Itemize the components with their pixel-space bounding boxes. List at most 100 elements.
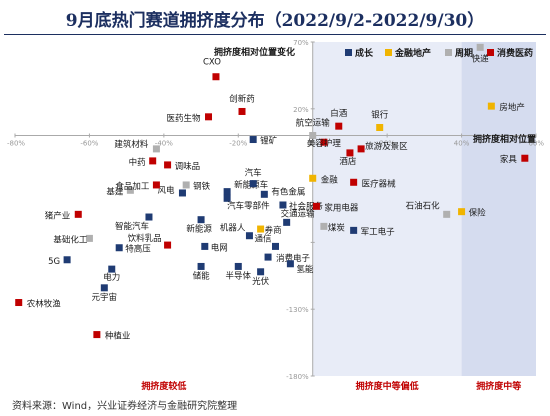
point-label: 医疗器械	[362, 178, 397, 189]
zone-mid-background	[461, 42, 536, 376]
point-新能源车	[223, 188, 231, 196]
point-饮料乳品	[164, 241, 172, 249]
point-label: 社会服务	[289, 201, 324, 212]
point-label: 消费电子	[276, 253, 311, 264]
point-锂矿	[249, 136, 257, 144]
point-元宇宙	[100, 284, 108, 292]
point-猪产业	[74, 210, 82, 218]
legend-swatch	[445, 49, 452, 56]
point-label: 猪产业	[45, 210, 71, 221]
point-label: 银行	[371, 110, 389, 121]
point-label: 钢铁	[193, 181, 211, 192]
x-axis-title: 拥挤度相对位置	[473, 133, 536, 145]
point-机器人	[245, 232, 253, 240]
point-label: 券商	[265, 225, 282, 236]
point-label: 调味品	[175, 161, 201, 172]
point-风电	[178, 189, 186, 197]
point-label: 家具	[500, 154, 518, 165]
point-基础化工	[85, 234, 93, 242]
point-label: 汽车	[245, 168, 262, 179]
y-tick-label: 20%	[293, 106, 309, 114]
point-label: 风电	[157, 185, 175, 196]
point-房地产	[487, 102, 495, 110]
point-创新药	[238, 107, 246, 115]
point-CXO	[212, 73, 220, 81]
point-消费电子	[264, 253, 272, 261]
point-智能汽车	[145, 213, 153, 221]
zone-mid-low-background	[312, 42, 462, 376]
point-保险	[458, 208, 466, 216]
title-rule	[4, 34, 546, 35]
point-煤炭	[320, 222, 328, 230]
point-军工电子	[350, 226, 358, 234]
point-基建	[126, 186, 134, 194]
point-白酒	[335, 122, 343, 130]
zone-labels: 拥挤度较低 拥挤度中等偏低 拥挤度中等	[141, 380, 521, 392]
point-label: 通信	[254, 233, 272, 244]
y-tick-label: 70%	[293, 39, 309, 47]
point-农林牧渔	[15, 299, 23, 307]
point-光伏	[257, 268, 265, 276]
point-航空运输	[309, 132, 317, 140]
point-label: 机器人	[220, 223, 246, 234]
x-tick-label: -40%	[155, 140, 173, 148]
point-社会服务	[279, 201, 287, 209]
point-label: 元宇宙	[92, 292, 118, 303]
point-酒店	[346, 149, 354, 157]
point-美容护理	[320, 138, 328, 146]
point-交通运输	[283, 218, 291, 226]
point-label: 快递	[472, 53, 490, 64]
point-旅游及景区	[357, 145, 365, 153]
x-tick-label: 0%	[307, 140, 318, 148]
page-title: 9月底热门赛道拥挤度分布（2022/9/2-2022/9/30）	[65, 11, 485, 31]
point-label: 中药	[129, 157, 146, 168]
point-医疗器械	[350, 178, 358, 186]
point-label: 农林牧渔	[27, 299, 62, 310]
point-label: 美容护理	[307, 138, 342, 149]
point-汽车	[249, 180, 257, 188]
point-钢铁	[182, 181, 190, 189]
point-家具	[521, 154, 529, 162]
point-label: 5G	[48, 257, 60, 267]
point-label: 种植业	[105, 331, 131, 342]
y-tick-labels: 70% 20% -130% -180%	[286, 39, 315, 381]
point-银行	[376, 124, 384, 132]
source-note: 资料来源：Wind，兴业证券经济与金融研究院整理	[12, 401, 238, 412]
point-label: 电网	[211, 242, 228, 253]
point-label: 建筑材料	[114, 139, 149, 150]
point-label: 锂矿	[260, 136, 278, 147]
point-电力	[108, 265, 116, 273]
point-label: 氢能	[296, 264, 314, 275]
point-label: 军工电子	[361, 226, 396, 237]
point-label: 食品加工	[115, 181, 150, 192]
point-快递	[476, 43, 484, 51]
point-label: 特高压	[125, 244, 151, 255]
point-label: 航空运输	[296, 118, 331, 129]
legend-swatch	[487, 49, 494, 56]
x-tick-label: -80%	[7, 140, 25, 148]
point-特高压	[115, 244, 123, 252]
x-tick-label: -60%	[80, 140, 98, 148]
point-label: 基础化工	[53, 234, 88, 245]
point-石油石化	[443, 210, 451, 218]
point-label: 白酒	[330, 108, 348, 119]
point-label: 房地产	[499, 102, 525, 113]
point-label: 电力	[103, 272, 120, 283]
point-label: 储能	[193, 270, 211, 281]
x-tick-label: 60%	[528, 140, 544, 148]
point-label: 汽车零部件	[227, 200, 270, 211]
legend-swatch	[345, 49, 352, 56]
legend-label: 消费医药	[497, 47, 533, 59]
point-label: 家用电器	[324, 202, 359, 213]
point-label: 酒店	[339, 156, 357, 167]
point-label: 石油石化	[406, 200, 441, 211]
point-氢能	[286, 260, 294, 268]
point-label: 半导体	[226, 270, 252, 281]
point-通信	[272, 242, 279, 250]
point-label: 创新药	[229, 93, 255, 104]
point-label: 新能源	[186, 224, 212, 235]
point-label: 有色金属	[271, 186, 305, 197]
point-5G	[63, 256, 71, 264]
